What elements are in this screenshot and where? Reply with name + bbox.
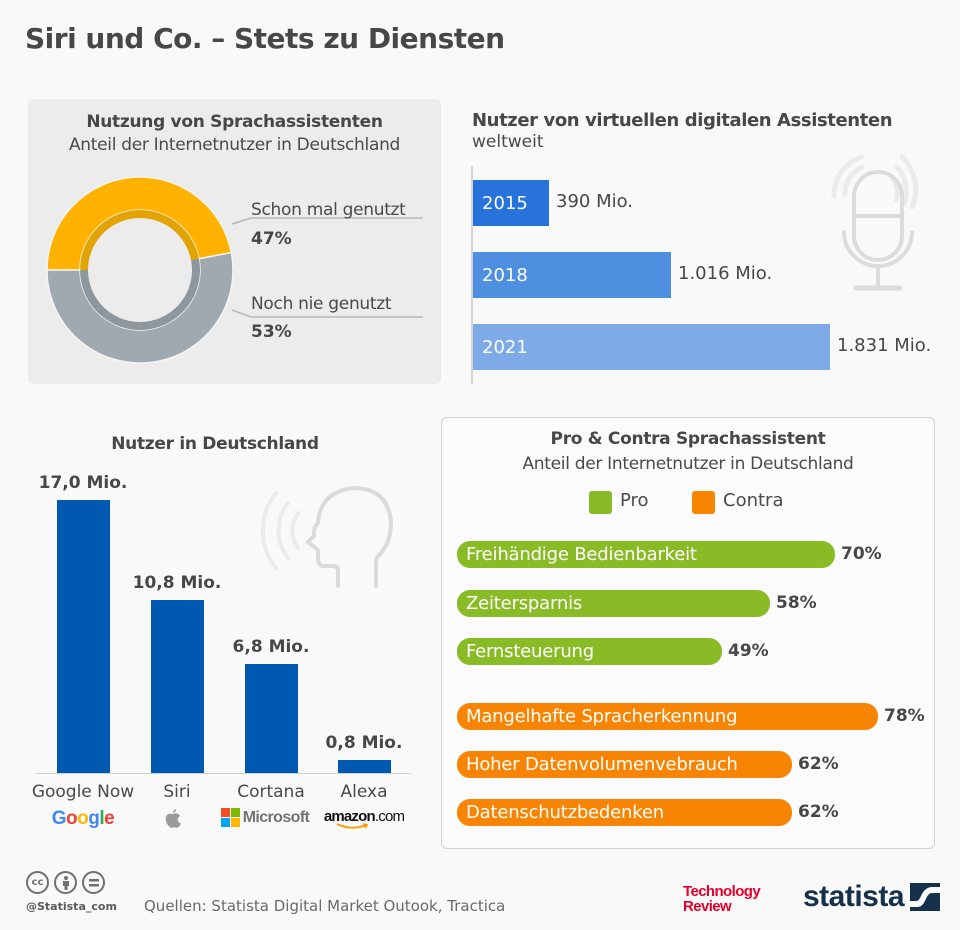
statista-logo: statista [803, 880, 941, 914]
microphone-icon [831, 154, 919, 291]
pro-value-label: 70% [841, 544, 882, 564]
worldwide-bar-2015: 2015 [473, 180, 549, 226]
germany-value-label: 10,8 Mio. [132, 573, 222, 593]
donut-chart [46, 176, 423, 364]
slice-value-no: 53% [251, 322, 292, 342]
license-icons: cc [26, 871, 105, 894]
pro-value-label: 49% [728, 641, 769, 661]
worldwide-bar-label: 2021 [482, 336, 528, 358]
worldwide-value-label: 1.016 Mio. [678, 263, 773, 284]
procon-title: Pro & Contra Sprachassistent [550, 429, 826, 449]
by-icon [54, 871, 77, 894]
amazon-logo: amazon.com [304, 808, 424, 829]
technology-review-logo: Technology Review [683, 883, 761, 915]
germany-bar-alexa [338, 760, 391, 773]
speaking-head-icon [260, 485, 394, 588]
contra-value-label: 62% [798, 754, 839, 774]
procon-panel [441, 417, 935, 849]
procon-subtitle: Anteil der Internetnutzer in Deutschland [522, 454, 854, 474]
pro-value-label: 58% [776, 593, 817, 613]
germany-value-label: 0,8 Mio. [325, 733, 403, 753]
legend-swatch-contra [692, 491, 715, 514]
contra-bar: Datenschutzbedenken [457, 799, 792, 826]
germany-category-label: Alexa [340, 782, 388, 802]
google-logo: Google [51, 808, 115, 829]
leader-line-yes [231, 217, 252, 225]
worldwide-bar-label: 2018 [482, 264, 528, 286]
contra-bar-label: Datenschutzbedenken [466, 802, 664, 823]
tr-line2: Review [683, 898, 732, 915]
worldwide-subtitle: weltweit [472, 132, 544, 152]
slice-label-yes: Schon mal genutzt [251, 200, 406, 220]
usage-title: Nutzung von Sprachassistenten [86, 112, 383, 132]
germany-value-label: 17,0 Mio. [38, 473, 128, 493]
statista-handle[interactable]: @Statista_com [26, 900, 117, 913]
sources-text: Quellen: Statista Digital Market Outook,… [144, 897, 506, 915]
contra-bar-label: Hoher Datenvolumenvebrauch [466, 754, 738, 775]
leader-line-no [231, 309, 252, 318]
worldwide-bar-label: 2015 [482, 192, 528, 214]
contra-value-label: 78% [884, 706, 925, 726]
statista-mark-icon [910, 883, 941, 911]
germany-bar-siri [151, 600, 204, 773]
legend-label-pro: Pro [620, 490, 649, 511]
donut-slice-inner-yes [80, 209, 199, 270]
tr-line1: Technology [683, 883, 761, 900]
worldwide-bar-2021: 2021 [473, 324, 830, 370]
nd-icon [82, 871, 105, 894]
legend-swatch-pro [589, 491, 612, 514]
worldwide-axis [471, 166, 473, 384]
statista-wordmark: statista [803, 880, 905, 913]
worldwide-bar-2018: 2018 [473, 252, 671, 298]
contra-value-label: 62% [798, 802, 839, 822]
page-title: Siri und Co. – Stets zu Diensten [25, 22, 505, 55]
usage-subtitle: Anteil der Internetnutzer in Deutschland [68, 135, 401, 155]
microsoft-wordmark: Microsoft [242, 808, 310, 826]
donut-slice-yes [46, 176, 233, 271]
germany-category-label: Siri [163, 782, 191, 802]
cc-icon: cc [26, 871, 49, 894]
pro-bar-label: Freihändige Bedienbarkeit [466, 544, 697, 565]
legend-label-contra: Contra [723, 490, 784, 511]
contra-bar: Mangelhafte Spracherkennung [457, 703, 878, 730]
worldwide-title: Nutzer von virtuellen digitalen Assisten… [472, 110, 893, 131]
germany-baseline [36, 773, 411, 774]
pro-bar-label: Zeitersparnis [466, 593, 583, 614]
contra-bar-label: Mangelhafte Spracherkennung [466, 706, 738, 727]
apple-logo [113, 809, 233, 832]
pro-bar: Zeitersparnis [457, 590, 770, 617]
microsoft-logo: Microsoft [205, 808, 325, 827]
germany-title: Nutzer in Deutschland [111, 434, 319, 454]
worldwide-value-label: 390 Mio. [556, 191, 634, 212]
worldwide-value-label: 1.831 Mio. [837, 335, 932, 356]
slice-value-yes: 47% [251, 229, 292, 249]
germany-value-label: 6,8 Mio. [232, 637, 310, 657]
germany-bar-google-now [57, 500, 110, 773]
pro-bar-label: Fernsteuerung [466, 641, 594, 662]
pro-bar: Freihändige Bedienbarkeit [457, 541, 835, 568]
slice-label-no: Noch nie genutzt [251, 294, 392, 314]
pro-bar: Fernsteuerung [457, 638, 722, 665]
contra-bar: Hoher Datenvolumenvebrauch [457, 751, 792, 778]
germany-bar-cortana [245, 664, 298, 773]
germany-category-label: Cortana [237, 782, 305, 802]
germany-category-label: Google Now [31, 782, 135, 802]
